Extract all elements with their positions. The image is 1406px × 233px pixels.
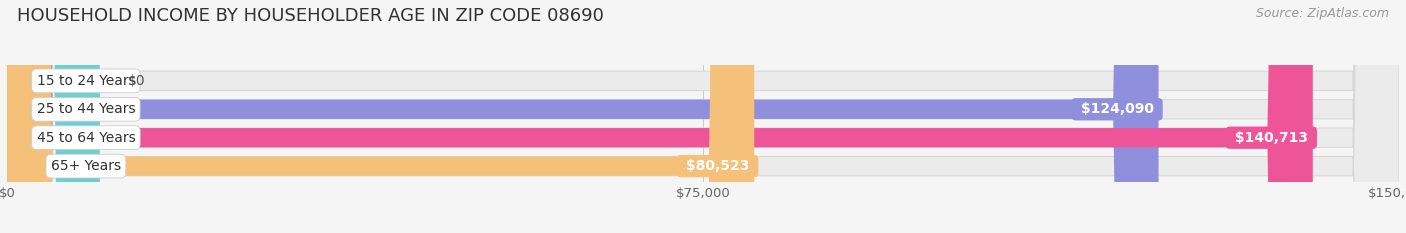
Text: HOUSEHOLD INCOME BY HOUSEHOLDER AGE IN ZIP CODE 08690: HOUSEHOLD INCOME BY HOUSEHOLDER AGE IN Z… — [17, 7, 603, 25]
FancyBboxPatch shape — [7, 0, 1399, 233]
Text: 25 to 44 Years: 25 to 44 Years — [37, 102, 135, 116]
FancyBboxPatch shape — [7, 0, 1399, 233]
FancyBboxPatch shape — [7, 0, 1399, 233]
FancyBboxPatch shape — [7, 0, 1313, 233]
Text: 65+ Years: 65+ Years — [51, 159, 121, 173]
Text: Source: ZipAtlas.com: Source: ZipAtlas.com — [1256, 7, 1389, 20]
FancyBboxPatch shape — [7, 0, 1399, 233]
Text: 15 to 24 Years: 15 to 24 Years — [37, 74, 135, 88]
Text: $80,523: $80,523 — [681, 159, 754, 173]
FancyBboxPatch shape — [7, 0, 100, 233]
Text: 45 to 64 Years: 45 to 64 Years — [37, 131, 135, 145]
FancyBboxPatch shape — [7, 0, 1159, 233]
FancyBboxPatch shape — [7, 0, 754, 233]
Text: $124,090: $124,090 — [1076, 102, 1159, 116]
Text: $0: $0 — [128, 74, 145, 88]
Text: $140,713: $140,713 — [1230, 131, 1313, 145]
